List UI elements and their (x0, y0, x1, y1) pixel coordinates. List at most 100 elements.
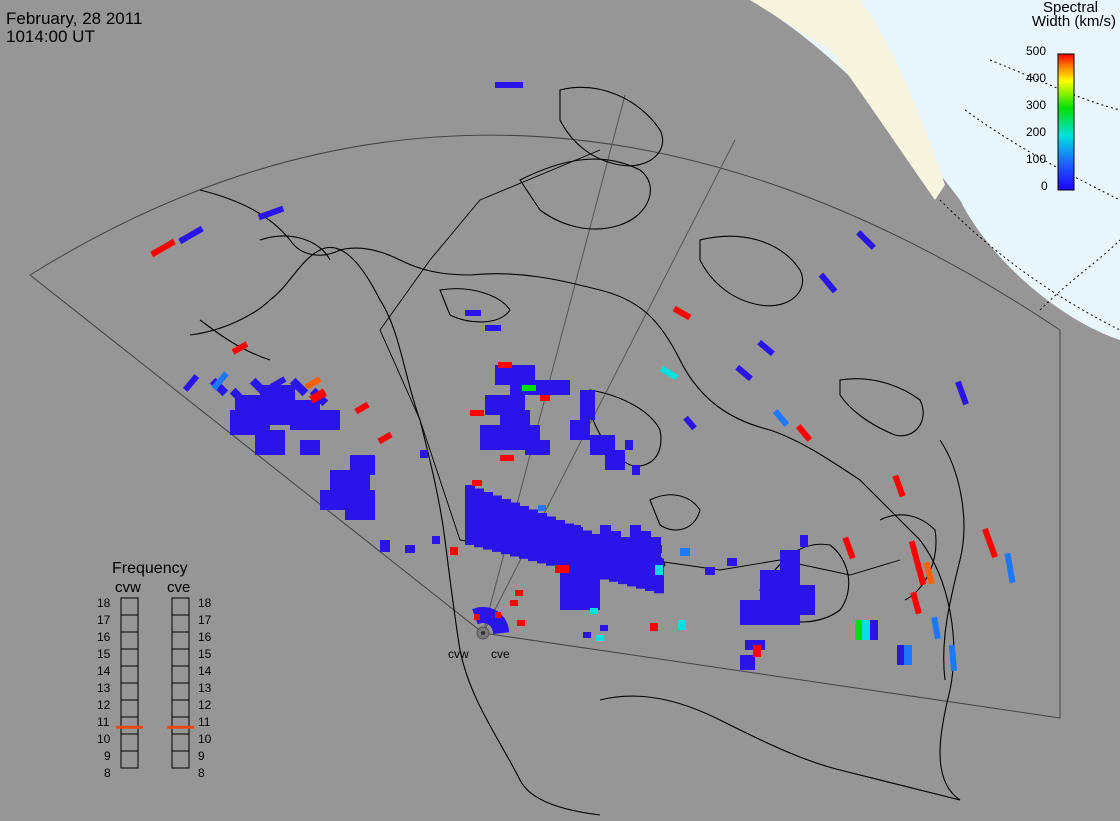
scatter-echo (465, 310, 481, 316)
political-borders (379, 149, 901, 576)
scatter-echo (450, 547, 458, 555)
scatter-echo (753, 645, 761, 657)
scatter-echo (910, 591, 922, 615)
scatter-echo (304, 376, 322, 390)
frequency-tick-label: 8 (104, 766, 111, 780)
scatter-echo (525, 440, 550, 455)
scatter-echo (380, 540, 390, 552)
scatter-echo (727, 558, 737, 566)
night-terminator-band (750, 0, 945, 200)
scatter-echo (683, 415, 697, 431)
scatter-echo (420, 450, 428, 458)
legend-title-line1: Spectral (1042, 0, 1098, 16)
scatter-echo (680, 548, 690, 556)
scatter-echo (672, 305, 692, 321)
frequency-tick-label: 13 (97, 681, 111, 695)
frequency-tick-label: 16 (97, 630, 111, 644)
scatter-echo (522, 385, 536, 391)
scatter-echo (630, 525, 641, 560)
scatter-echo (705, 567, 715, 575)
frequency-tick-label: 8 (198, 766, 205, 780)
legend-tick: 200 (1026, 125, 1047, 139)
scatter-echo (818, 272, 838, 294)
scatter-echo (470, 410, 484, 416)
scatter-echo (495, 612, 501, 618)
scatter-echo (510, 600, 518, 606)
scatter-echo (255, 430, 285, 455)
scatter-echo (405, 545, 415, 553)
scatter-echo (580, 531, 591, 566)
radar-field-of-view (29, 134, 1061, 719)
scatter-echo (605, 450, 625, 470)
radar-site-label: cve (491, 647, 510, 661)
scatter-echo (897, 645, 905, 665)
scatter-echo (320, 490, 345, 510)
scatter-echo (432, 536, 440, 544)
frequency-meter-grid (121, 597, 189, 769)
scatter-echo (540, 395, 550, 401)
frequency-tick-label: 9 (104, 749, 111, 763)
scatter-echo (632, 465, 640, 475)
legend-tick: 500 (1026, 44, 1047, 58)
scatter-echo (590, 608, 598, 614)
scatter-echo (856, 230, 876, 250)
scatter-echo (354, 401, 370, 415)
scatter-echo (485, 325, 501, 331)
scatter-echo (517, 620, 525, 626)
scatter-echo (955, 380, 969, 406)
scatter-echo (483, 492, 493, 550)
frequency-tick-label: 12 (198, 698, 212, 712)
frequency-tick-label: 11 (97, 715, 110, 729)
frequency-tick-label: 18 (97, 596, 111, 610)
scatter-echo (570, 525, 581, 560)
scatter-echo (483, 607, 491, 624)
scatter-echo (655, 565, 663, 575)
scatter-echo (289, 377, 309, 397)
scatter-echo (650, 537, 661, 572)
frequency-tick-label: 15 (198, 647, 212, 661)
frequency-tick-label: 9 (198, 749, 205, 763)
scatter-echo (610, 531, 621, 566)
legend-tick: 0 (1041, 179, 1048, 193)
frequency-tick-label: 11 (198, 715, 211, 729)
scatter-echo (982, 527, 998, 559)
frequency-tick-label: 15 (97, 647, 111, 661)
scatter-echo (870, 620, 878, 640)
scatter-echo (555, 520, 565, 568)
scatter-echo (150, 238, 176, 258)
frequency-radar-label: cvw (115, 579, 141, 596)
scatter-echo (600, 525, 611, 560)
frequency-tick-label: 17 (198, 613, 212, 627)
scatter-echo (300, 440, 320, 455)
frequency-tick-label: 16 (198, 630, 212, 644)
scatter-echo (269, 387, 289, 407)
latitude-circle (989, 59, 1120, 111)
scatter-echo (345, 490, 375, 520)
scatter-echo (659, 365, 679, 381)
legend-tick: 400 (1026, 71, 1047, 85)
scatter-echo (320, 410, 340, 430)
scatter-echo (650, 545, 662, 553)
scatter-echo (892, 474, 906, 498)
scatter-echo (735, 364, 753, 382)
scatter-echo (515, 590, 523, 596)
scatter-echo (757, 339, 775, 357)
legend-tick: 100 (1026, 152, 1047, 166)
scatter-echo (377, 431, 393, 445)
frequency-tick-label: 10 (198, 732, 212, 746)
scatter-echo (740, 655, 755, 670)
scatter-echoes (150, 82, 1016, 672)
frequency-tick-label: 12 (97, 698, 111, 712)
scatter-echo (474, 488, 484, 548)
scatter-echo (908, 540, 927, 586)
frequency-tick-label: 17 (97, 613, 111, 627)
scatter-echo (780, 550, 800, 580)
scatter-echo (625, 440, 633, 450)
scatter-echo (678, 620, 686, 630)
scatter-echo (590, 537, 601, 572)
scatter-echo (309, 388, 327, 404)
scatter-echo (842, 536, 856, 560)
scatter-echo (492, 495, 502, 552)
